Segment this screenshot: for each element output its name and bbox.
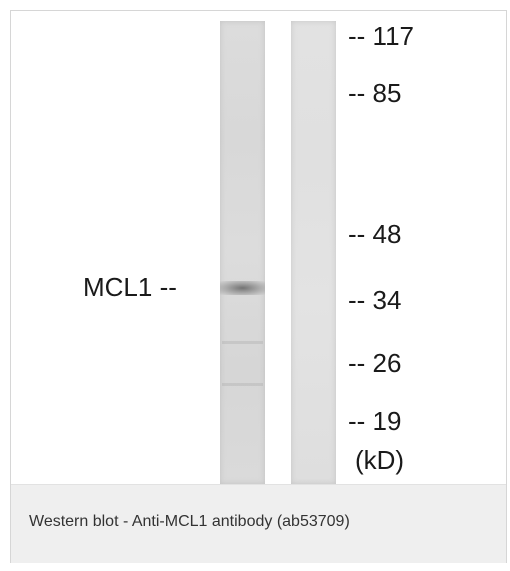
- caption-bar: Western blot - Anti-MCL1 antibody (ab537…: [11, 484, 506, 563]
- marker-label: -- 26: [348, 348, 402, 378]
- faint-band: [222, 341, 263, 344]
- western-blot-image: MCL1 -- -- 117 -- 85 -- 48 -- 34 -- 26 -…: [11, 11, 506, 484]
- unit-label: (kD): [355, 445, 405, 475]
- blot-lane-2: [291, 21, 336, 484]
- marker-label: -- 19: [348, 406, 402, 436]
- protein-label: MCL1 --: [83, 272, 177, 302]
- mcl1-band: [220, 281, 265, 295]
- marker-label: -- 85: [348, 78, 402, 108]
- faint-band: [222, 383, 263, 386]
- marker-label: -- 117: [348, 21, 414, 51]
- blot-lane-1: [220, 21, 265, 484]
- figure-caption: Western blot - Anti-MCL1 antibody (ab537…: [29, 513, 350, 530]
- figure-frame: MCL1 -- -- 117 -- 85 -- 48 -- 34 -- 26 -…: [10, 10, 507, 563]
- marker-label: -- 48: [348, 219, 402, 249]
- marker-label: -- 34: [348, 285, 402, 315]
